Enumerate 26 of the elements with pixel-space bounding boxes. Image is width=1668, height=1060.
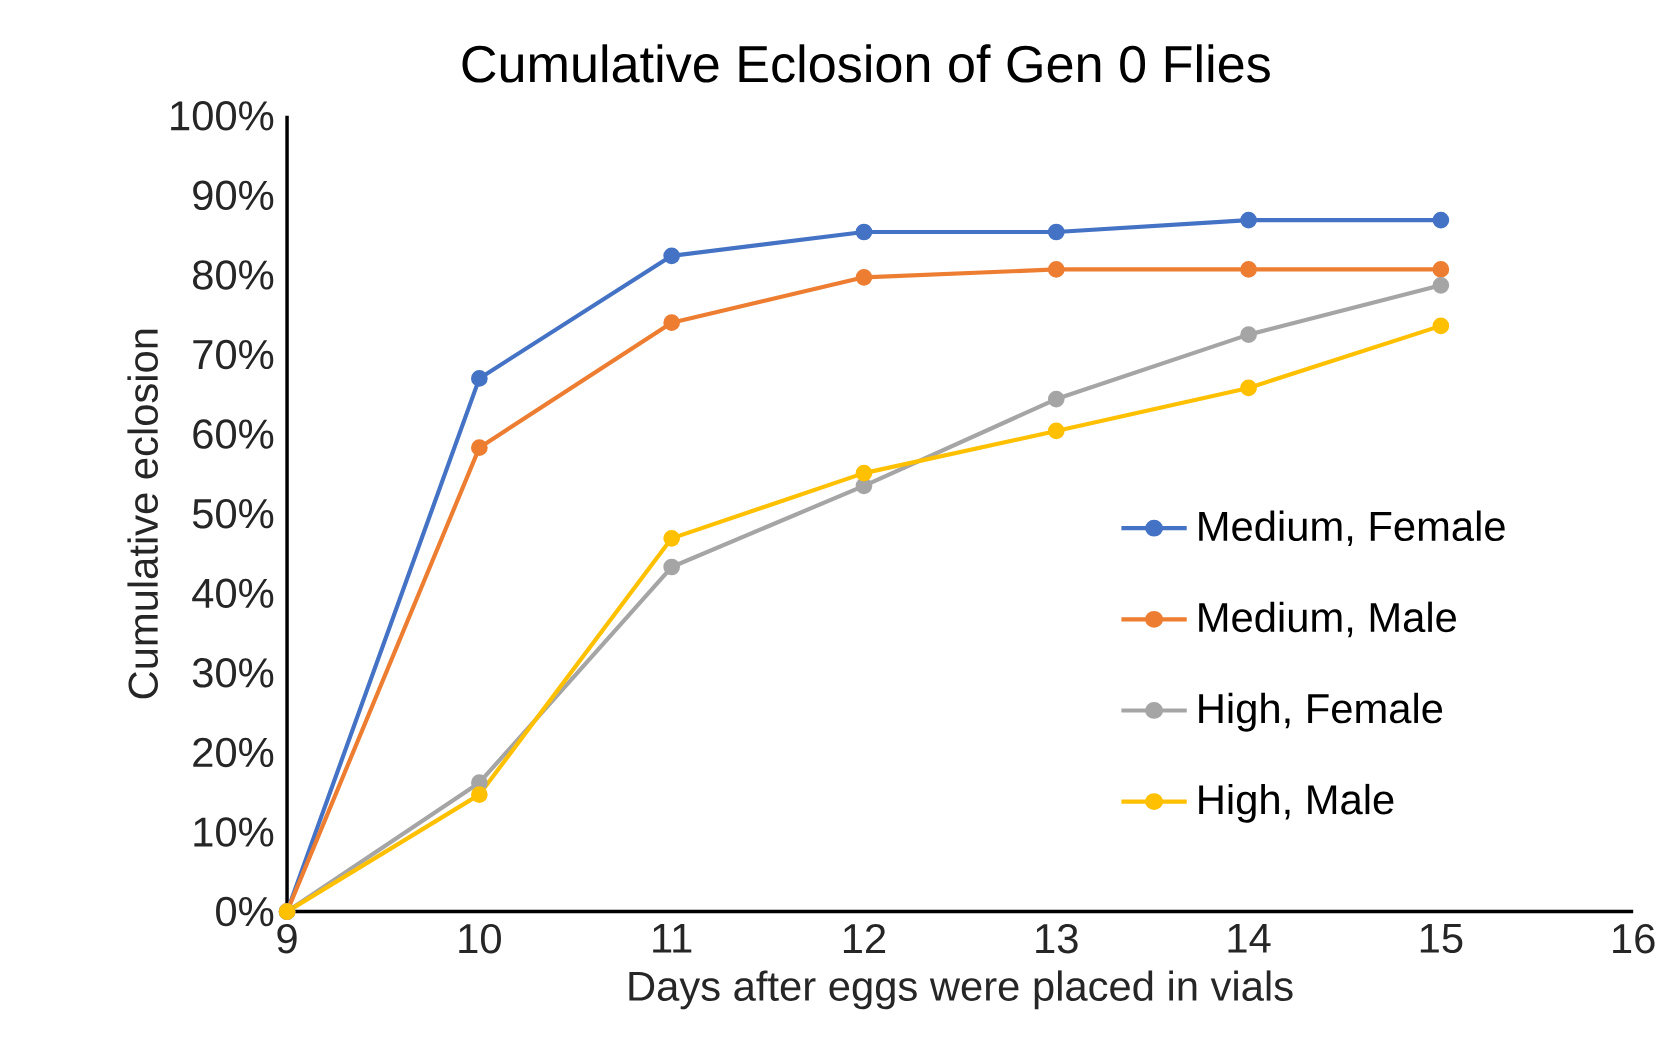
y-tick-label: 40% <box>192 578 274 608</box>
x-tick-label: 14 <box>1228 923 1271 953</box>
x-tick-label: 16 <box>1613 923 1655 954</box>
legend-label: High, Female <box>1199 692 1443 732</box>
y-tick-label: 0% <box>216 896 274 927</box>
y-tick-label: 30% <box>192 658 274 688</box>
legend-label: Medium, Female <box>1199 510 1505 547</box>
y-tick-label: 90% <box>193 180 274 211</box>
x-tick-label: 10 <box>459 923 501 954</box>
x-tick-label: 11 <box>653 923 692 953</box>
x-tick-label: 9 <box>277 923 297 954</box>
y-tick-label: 80% <box>193 260 274 290</box>
y-tick-label: 70% <box>193 339 274 370</box>
y-tick-label: 20% <box>193 737 274 768</box>
y-tick-label: 10% <box>194 817 274 847</box>
legend-label: Medium, Male <box>1199 601 1456 638</box>
x-axis-title: Days after eggs were placed in vials <box>629 970 1293 1010</box>
y-tick-label: 100% <box>171 101 274 131</box>
y-tick-label: 60% <box>193 419 274 449</box>
chart-title: Cumulative Eclosion of Gen 0 Flies <box>462 44 1270 83</box>
x-tick-label: 15 <box>1420 923 1463 953</box>
y-tick-label: 50% <box>192 498 274 529</box>
x-tick-label: 13 <box>1036 923 1078 954</box>
y-axis-title: Cumulative eclosion <box>127 329 158 699</box>
legend-label: High, Male <box>1199 783 1394 823</box>
x-tick-label: 12 <box>843 923 886 953</box>
